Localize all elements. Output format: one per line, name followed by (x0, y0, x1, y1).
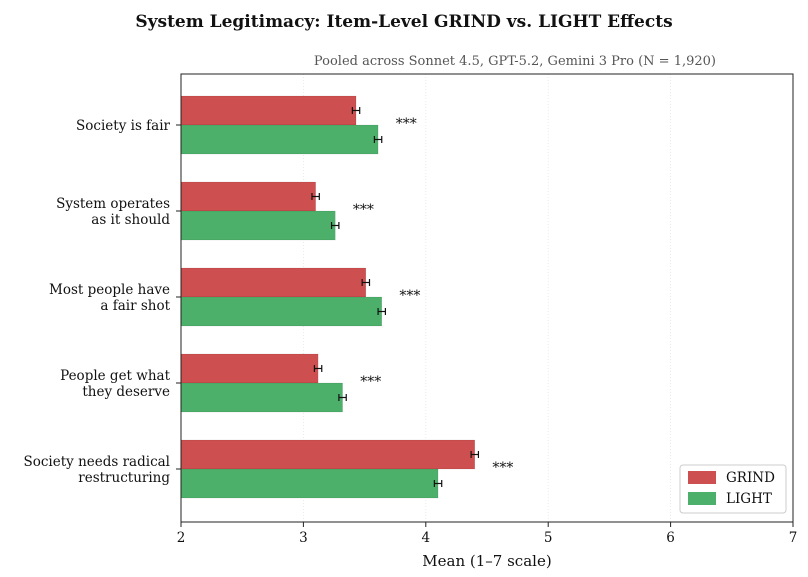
bar-grind (180, 439, 476, 470)
category-label: System operates (56, 196, 170, 212)
legend[interactable]: GRIND LIGHT (679, 464, 787, 514)
significance-annotations: *** *** *** *** *** (353, 116, 514, 476)
significance-label: *** (396, 116, 417, 132)
x-tick-label: 6 (666, 530, 675, 546)
significance-label: *** (353, 202, 374, 218)
bar-grind (180, 353, 319, 384)
error-bar (361, 279, 371, 286)
x-tick-label: 3 (299, 530, 308, 546)
significance-label: *** (492, 460, 513, 476)
significance-label: *** (360, 374, 381, 390)
legend-swatch-grind (688, 471, 716, 484)
error-bar (470, 451, 480, 458)
bars (180, 95, 476, 499)
error-bar (330, 222, 340, 229)
error-bar (338, 394, 347, 401)
legend-swatch-light (688, 492, 716, 505)
plot-frame (180, 73, 794, 523)
x-tick-label: 7 (789, 530, 798, 546)
error-bar (313, 365, 323, 372)
x-axis-ticks: 2 3 4 5 6 7 (176, 124, 798, 546)
error-bar (351, 107, 361, 114)
category-label: a fair shot (100, 298, 170, 314)
category-label: Society is fair (76, 118, 170, 134)
x-axis-label: Mean (1–7 scale) (422, 552, 551, 570)
bar-grind (180, 95, 357, 126)
error-bars (311, 107, 480, 487)
x-tick-label: 5 (544, 530, 553, 546)
x-tick-label: 2 (177, 530, 186, 546)
bar-light (180, 124, 379, 155)
category-label: restructuring (78, 470, 170, 486)
chart-title: System Legitimacy: Item-Level GRIND vs. … (135, 12, 672, 32)
error-bar (311, 193, 320, 200)
legend-label-light: LIGHT (726, 491, 772, 507)
bar-grind (180, 181, 316, 212)
category-label: as it should (91, 212, 170, 228)
category-label: Society needs radical (23, 454, 170, 470)
error-bar (433, 480, 443, 487)
chart-subtitle: Pooled across Sonnet 4.5, GPT-5.2, Gemin… (314, 54, 716, 69)
significance-label: *** (399, 288, 420, 304)
error-bar (373, 136, 383, 143)
bar-grind (180, 267, 367, 298)
error-bar (377, 308, 387, 315)
category-label: People get what (60, 368, 170, 384)
x-tick-label: 4 (422, 530, 431, 546)
category-label: Most people have (49, 282, 170, 298)
bar-light (180, 296, 382, 327)
legend-label-grind: GRIND (726, 470, 775, 486)
bar-light (180, 382, 343, 413)
bar-light (180, 210, 336, 241)
category-label: they deserve (82, 384, 170, 400)
bar-light (180, 468, 439, 499)
